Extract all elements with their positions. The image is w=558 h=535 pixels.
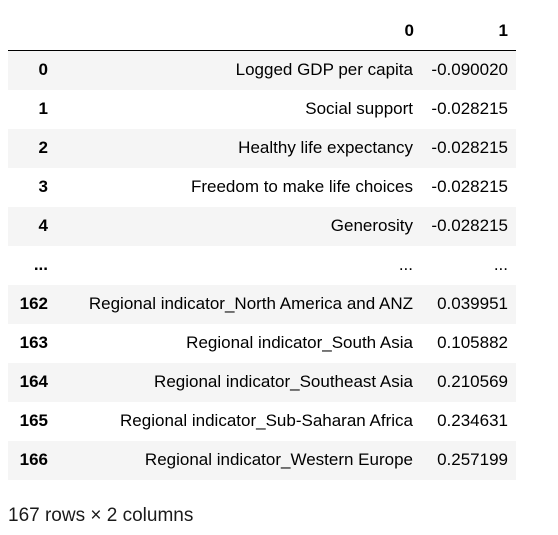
row-index: 2 <box>38 138 48 157</box>
dataframe-table: 0 1 0 Logged GDP per capita -0.090020 1 Soci… <box>8 12 516 480</box>
cell-value: -0.028215 <box>431 216 508 235</box>
cell-value: -0.028215 <box>431 138 508 157</box>
table-row: 163 Regional indicator_South Asia 0.105882 <box>8 324 516 363</box>
table-row: 4 Generosity -0.028215 <box>8 206 516 246</box>
cell-value: -0.090020 <box>431 60 508 80</box>
table-row: 162 Regional indicator_North America and … <box>8 284 516 324</box>
shape-summary: 167 rows × 2 columns <box>8 505 194 526</box>
cell-feature-name: Logged GDP per capita <box>235 60 413 80</box>
table-row: 0 Logged GDP per capita -0.090020 <box>8 50 516 90</box>
cell-value: -0.028215 <box>431 99 508 118</box>
row-index: 1 <box>38 99 48 118</box>
cell-value: 0.105882 <box>437 333 508 352</box>
row-index: 164 <box>19 372 48 391</box>
row-index: 3 <box>38 177 48 196</box>
column-header-1: 1 <box>422 12 516 51</box>
row-index: 4 <box>38 216 48 235</box>
row-index: 166 <box>19 450 48 469</box>
cell-feature-name: Generosity <box>330 216 413 235</box>
row-index: 165 <box>19 411 48 430</box>
cell-feature-name: Freedom to make life choices <box>190 177 413 196</box>
cell-value: -0.028215 <box>431 177 508 196</box>
dataframe-output: 0 1 0 Logged GDP per capita -0.090020 1 Soci… <box>8 12 516 480</box>
row-index: 0 <box>38 60 48 80</box>
index-header <box>8 12 58 51</box>
table-row: 2 Healthy life expectancy -0.028215 <box>8 128 516 168</box>
cell-feature-name: Healthy life expectancy <box>238 138 413 157</box>
cell-value: 0.210569 <box>437 372 508 391</box>
table-row: 166 Regional indicator_Western Europe 0.25… <box>8 440 516 480</box>
cell-feature-name: Regional indicator_Southeast Asia <box>154 372 413 391</box>
table-row: 164 Regional indicator_Southeast Asia 0.21… <box>8 362 516 402</box>
header-row: 0 1 <box>8 12 516 51</box>
table-row: 3 Freedom to make life choices -0.028215 <box>8 168 516 207</box>
cell-value: 0.257199 <box>437 450 508 469</box>
cell-value: 0.234631 <box>437 411 508 430</box>
table-row: 1 Social support -0.028215 <box>8 90 516 129</box>
cell-feature-name: Regional indicator_South Asia <box>186 333 413 352</box>
cell-feature-name: Regional indicator_North America and ANZ <box>88 294 413 313</box>
cell-feature-name: ... <box>398 255 413 274</box>
table-body: 0 Logged GDP per capita -0.090020 1 Social s… <box>8 50 516 480</box>
table-row: ......... <box>8 246 516 285</box>
table-header: 0 1 <box>8 12 516 51</box>
row-index: 163 <box>19 333 48 352</box>
cell-value: 0.039951 <box>437 294 508 313</box>
row-index: ... <box>33 255 48 274</box>
row-index: 162 <box>19 294 48 313</box>
cell-value: ... <box>493 255 508 274</box>
table-row: 165 Regional indicator_Sub-Saharan Africa… <box>8 402 516 441</box>
column-header-0: 0 <box>58 12 422 51</box>
cell-feature-name: Regional indicator_Western Europe <box>144 450 413 469</box>
cell-feature-name: Regional indicator_Sub-Saharan Africa <box>120 411 413 430</box>
cell-feature-name: Social support <box>305 99 413 118</box>
